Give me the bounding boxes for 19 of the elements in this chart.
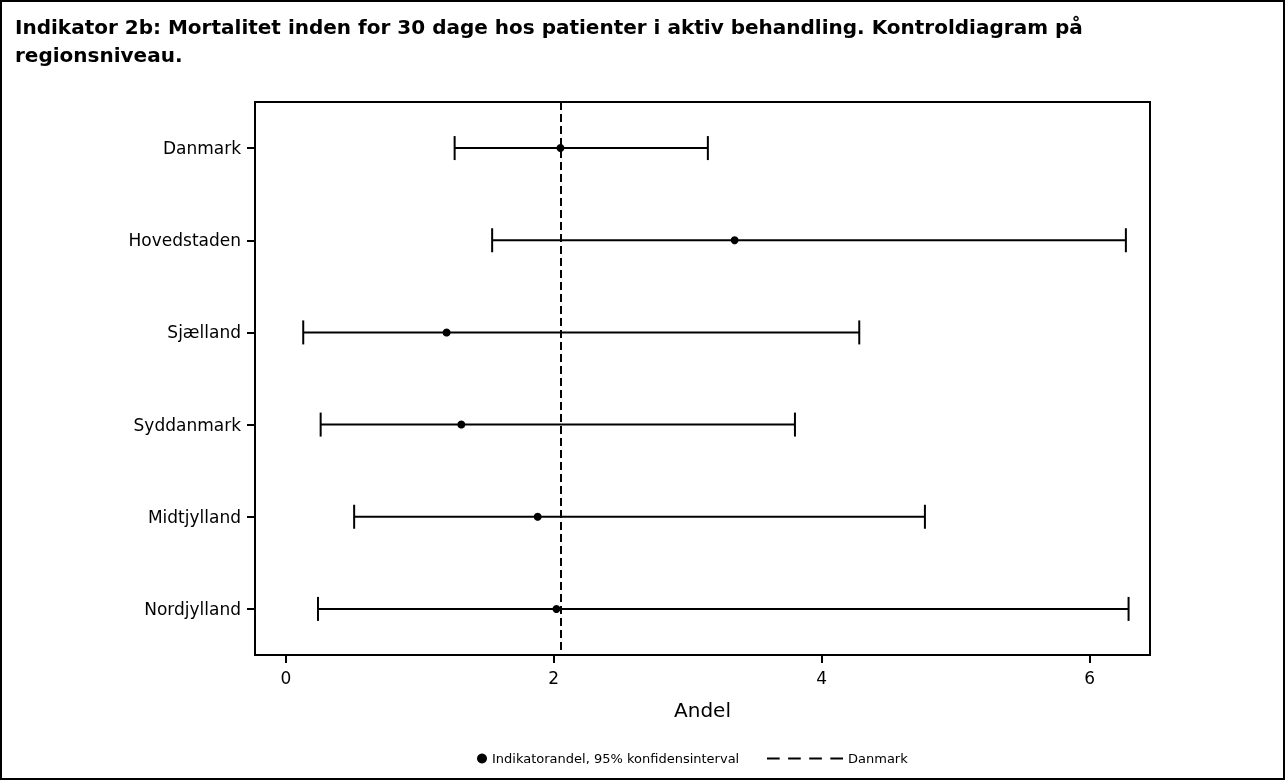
y-tick-label: Syddanmark xyxy=(133,414,242,435)
legend-label: Indikatorandel, 95% konfidensinterval xyxy=(492,751,740,766)
point xyxy=(457,420,466,429)
x-tick-label: 0 xyxy=(280,667,292,688)
x-tick-label: 6 xyxy=(1084,667,1096,688)
y-tick-label: Danmark xyxy=(162,138,242,159)
point xyxy=(730,236,739,245)
point xyxy=(442,328,451,337)
x-axis-title: Andel xyxy=(674,698,731,722)
chart-title: Indikator 2b: Mortalitet inden for 30 dage hos patienter i aktiv behandling. Kontroldiagram på regionsniveau. xyxy=(15,15,1090,67)
x-tick-label: 4 xyxy=(816,667,828,688)
y-tick-label: Sjælland xyxy=(167,322,241,343)
point xyxy=(533,512,542,521)
point xyxy=(552,604,561,613)
legend-label: Danmark xyxy=(848,751,909,766)
x-tick-label: 2 xyxy=(548,667,560,688)
y-tick-label: Hovedstaden xyxy=(128,230,241,251)
y-tick-label: Midtjylland xyxy=(147,506,241,527)
y-tick-label: Nordjylland xyxy=(144,598,241,619)
